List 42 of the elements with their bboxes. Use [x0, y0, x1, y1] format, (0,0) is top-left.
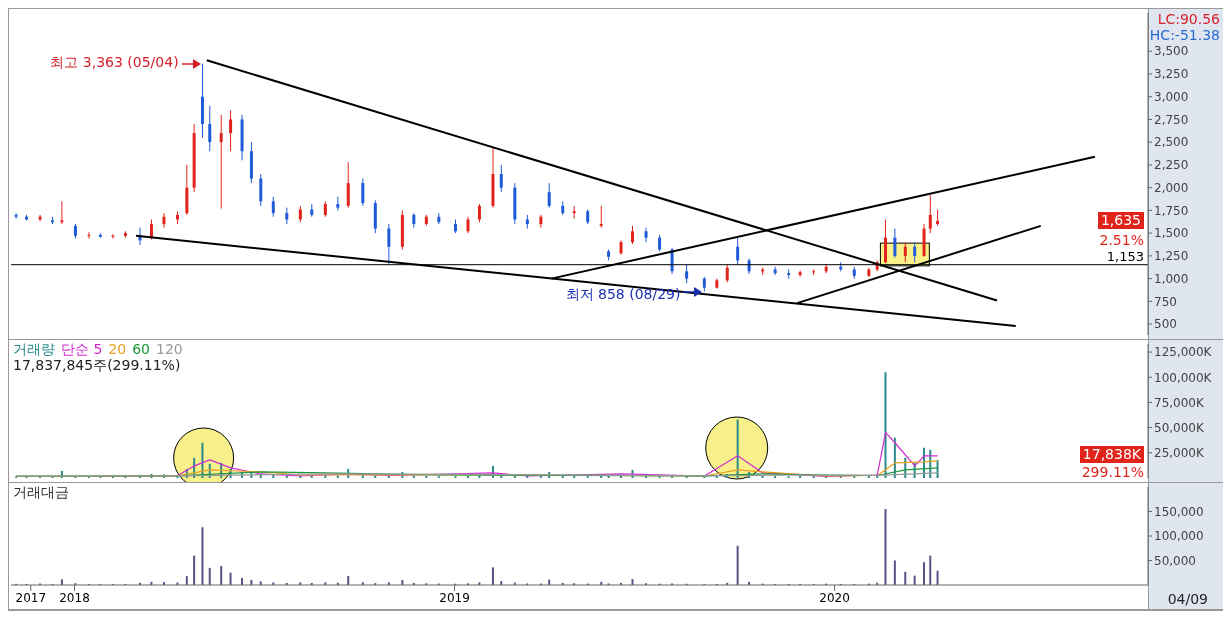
text: 거래량 [13, 341, 55, 359]
text: 60 [132, 341, 151, 359]
y-tick-label: 3,250 [1154, 67, 1189, 82]
y-tick-label: 3,000 [1154, 89, 1189, 104]
y-tick-label: 125,000K [1154, 345, 1213, 360]
y-tick-label: 1,250 [1154, 249, 1189, 264]
y-tick-label: 50,000 [1154, 553, 1196, 568]
y-tick-label: 3,500 [1154, 44, 1189, 59]
y-tick-label: 25,000K [1154, 446, 1205, 461]
y-tick-label: 75,000K [1154, 395, 1205, 410]
y-tick-label: 100,000 [1154, 529, 1204, 544]
text: 20 [108, 341, 127, 359]
annotation: 1,635 [1097, 212, 1144, 229]
y-tick-label: 2,750 [1154, 112, 1189, 127]
text: 120 [156, 341, 183, 359]
annotation: 299.11% [1081, 464, 1144, 480]
ref-line-label: 1,153 [1106, 248, 1144, 264]
y-tick-label: 750 [1154, 294, 1177, 309]
x-tick-label: 2019 [439, 590, 470, 605]
annotation: 최고 3,363 (05/04) [50, 53, 179, 72]
x-tick-label: 2017 [15, 590, 47, 605]
y-tick-label: 500 [1154, 317, 1177, 332]
x-tick-label: 2018 [59, 590, 90, 605]
x-tick-label: 2020 [819, 590, 850, 605]
annotation: 17,837,845주(299.11%) [13, 357, 181, 375]
y-tick-label: 2,000 [1154, 180, 1189, 195]
chart-title: 거래대금 [13, 484, 69, 502]
y-tick-label: 1,500 [1154, 226, 1189, 241]
text: HC:-51.38 [1149, 27, 1220, 43]
annotation: 17,838K [1079, 446, 1144, 463]
y-tick-label: 2,250 [1154, 158, 1189, 173]
y-tick-label: 1,000 [1154, 271, 1189, 286]
annotation: 최저 858 (08/29) [565, 285, 681, 304]
y-tick-label: 2,500 [1154, 135, 1189, 150]
text: LC:90.56 [1157, 11, 1220, 27]
y-tick-label: 1,750 [1154, 203, 1189, 218]
y-tick-label: 100,000K [1154, 370, 1213, 385]
y-tick-label: 150,000 [1154, 504, 1204, 519]
y-tick-label: 50,000K [1154, 420, 1205, 435]
text: 단순 5 [61, 341, 103, 359]
annotation: 2.51% [1099, 232, 1144, 248]
text: 04/09 [1167, 591, 1208, 607]
